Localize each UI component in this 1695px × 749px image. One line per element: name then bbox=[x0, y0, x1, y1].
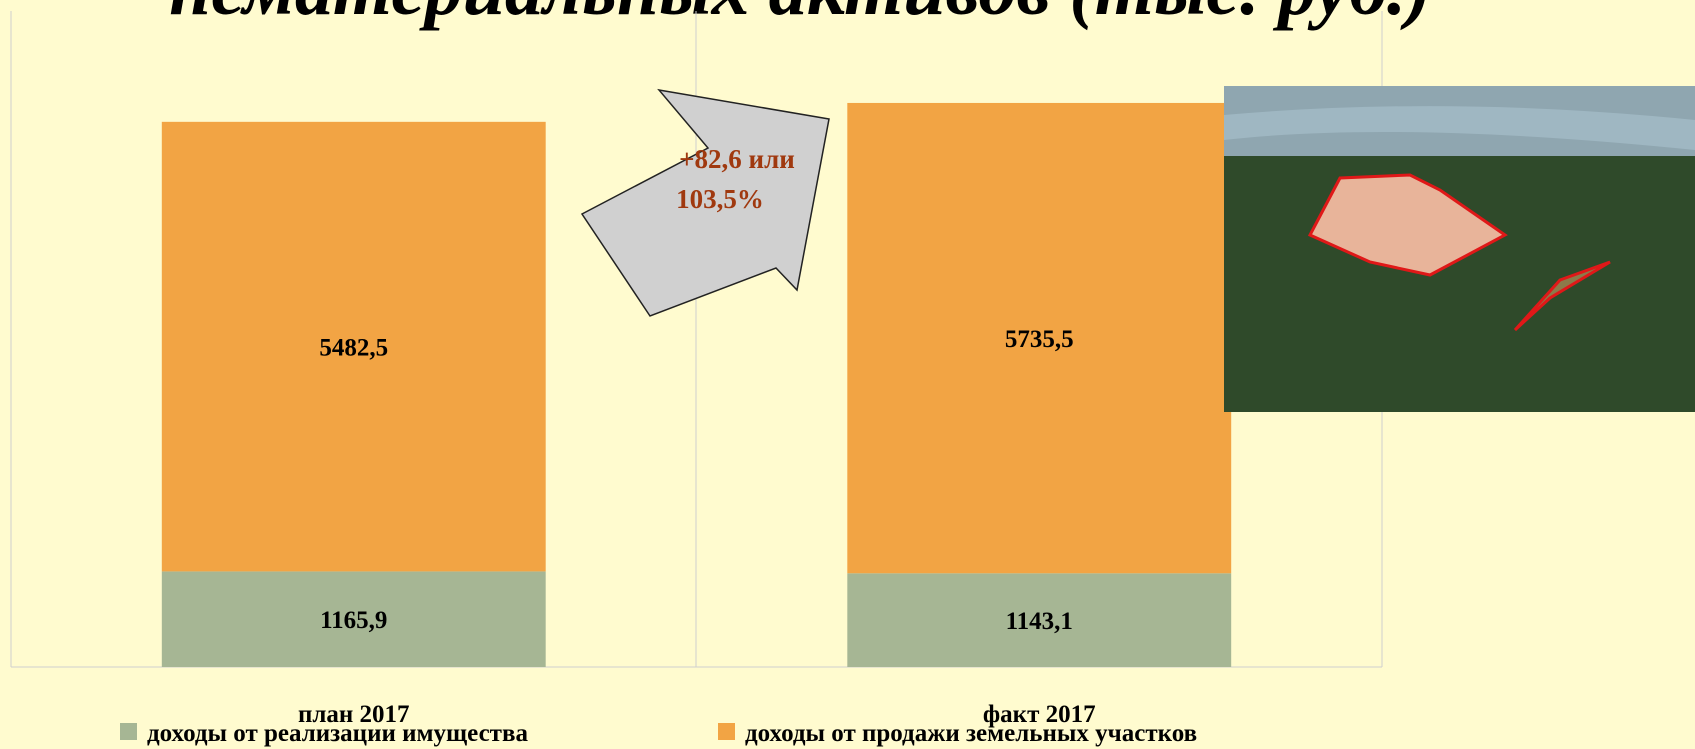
legend-swatch bbox=[120, 723, 137, 740]
annotation: 103,5% bbox=[676, 184, 764, 214]
legend-swatch bbox=[718, 723, 735, 740]
legend-label: доходы от продажи земельных участков bbox=[745, 720, 1197, 747]
slide: нематериальных активов (тыс. руб.) +82,6… bbox=[0, 0, 1695, 749]
value-label: 1165,9 bbox=[320, 607, 387, 634]
chart-title: нематериальных активов (тыс. руб.) bbox=[169, 0, 1432, 31]
annotation: +82,6 или bbox=[679, 144, 795, 174]
value-label: 5482,5 bbox=[319, 335, 388, 362]
value-label: 5735,5 bbox=[1005, 326, 1074, 353]
photo bbox=[1224, 86, 1695, 412]
legend-label: доходы от реализации имущества bbox=[147, 720, 528, 747]
value-label: 1143,1 bbox=[1006, 608, 1073, 635]
